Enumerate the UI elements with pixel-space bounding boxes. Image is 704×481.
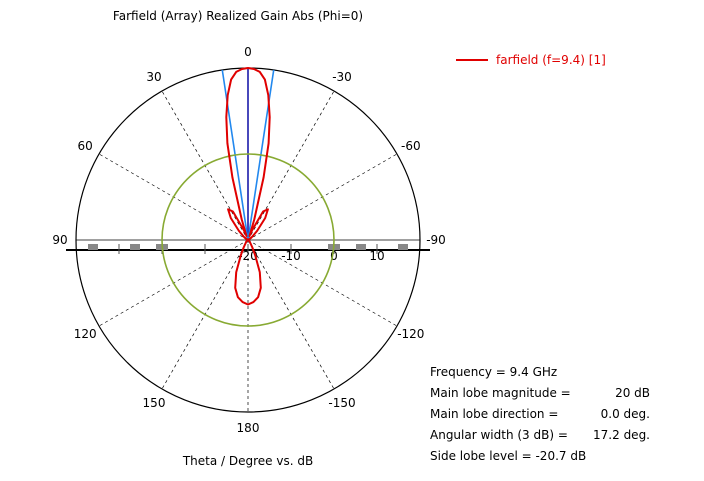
radial-tick-label: 10 xyxy=(369,249,384,263)
series-layer xyxy=(225,67,271,306)
info-value: 17.2 deg. xyxy=(593,428,650,442)
info-value: 0.0 deg. xyxy=(601,407,650,421)
angle-tick-label: 30 xyxy=(146,70,161,84)
info-value: 20 dB xyxy=(615,386,650,400)
x-axis-label: Theta / Degree vs. dB xyxy=(182,454,313,468)
angle-tick-label: -150 xyxy=(328,396,355,410)
side-lobe-level-circle xyxy=(161,153,335,327)
angle-tick-label: 180 xyxy=(237,421,260,435)
angle-tick-label: -90 xyxy=(426,233,446,247)
radial-tick-label: 0 xyxy=(330,249,338,263)
angle-tick-label: -120 xyxy=(397,327,424,341)
angle-tick-label: 90 xyxy=(52,233,67,247)
info-box: Frequency = 9.4 GHz Main lobe magnitude =… xyxy=(430,365,650,463)
baseline-tick-block xyxy=(398,244,408,250)
legend: farfield (f=9.4) [1] xyxy=(456,53,606,67)
baseline-tick-block xyxy=(88,244,98,250)
radial-tick-labels: -20 -10 0 10 xyxy=(238,249,384,263)
angle-tick-label: -30 xyxy=(332,70,352,84)
radial-tick-label: -20 xyxy=(238,249,258,263)
info-label: Side lobe level = -20.7 dB xyxy=(430,449,586,463)
angle-tick-label: 150 xyxy=(143,396,166,410)
baseline-tick-block xyxy=(130,244,140,250)
angle-tick-label: 0 xyxy=(244,45,252,59)
angle-tick-labels: 0 30 60 90 120 150 180 -30 -60 -90 -120 -150 xyxy=(52,45,445,435)
angle-tick-label: 60 xyxy=(78,139,93,153)
chart-title: Farfield (Array) Realized Gain Abs (Phi=… xyxy=(113,9,363,23)
radial-tick-label: -10 xyxy=(281,249,301,263)
baseline-tick-block xyxy=(356,244,366,250)
info-label: Main lobe magnitude = xyxy=(430,386,571,400)
legend-label: farfield (f=9.4) [1] xyxy=(496,53,606,67)
info-label: Main lobe direction = xyxy=(430,407,558,421)
angle-tick-label: 120 xyxy=(74,327,97,341)
info-label: Angular width (3 dB) = xyxy=(430,428,568,442)
info-label: Frequency = 9.4 GHz xyxy=(430,365,557,379)
reference-lines xyxy=(161,68,335,327)
series-line xyxy=(225,67,271,306)
angle-tick-label: -60 xyxy=(401,139,421,153)
